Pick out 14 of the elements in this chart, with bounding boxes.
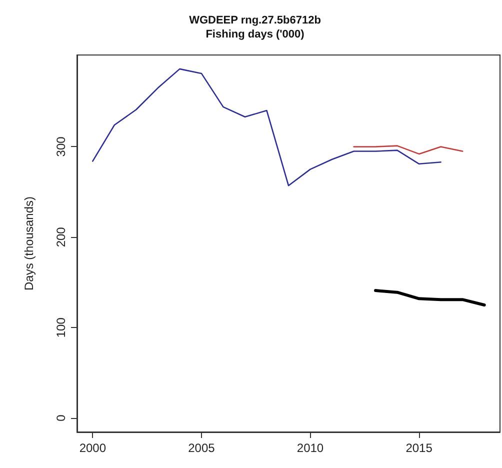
line-series: [92, 68, 442, 186]
line-series: [353, 145, 464, 155]
y-tick-label: 200: [54, 226, 68, 248]
x-tick-label: 2010: [296, 441, 324, 455]
y-axis-title: Days (thousands): [22, 196, 36, 291]
y-tick-label: 0: [54, 414, 68, 422]
x-tick-label: 2000: [79, 441, 106, 455]
chart-title: WGDEEP rng.27.5b6712b: [189, 14, 322, 26]
x-tick-label: 2005: [188, 441, 216, 455]
x-tick-label: 2015: [406, 441, 433, 455]
line-series: [374, 289, 486, 307]
chart-subtitle: Fishing days ('000): [206, 28, 305, 40]
y-tick-label: 100: [54, 317, 68, 338]
y-tick-label: 300: [54, 136, 68, 157]
